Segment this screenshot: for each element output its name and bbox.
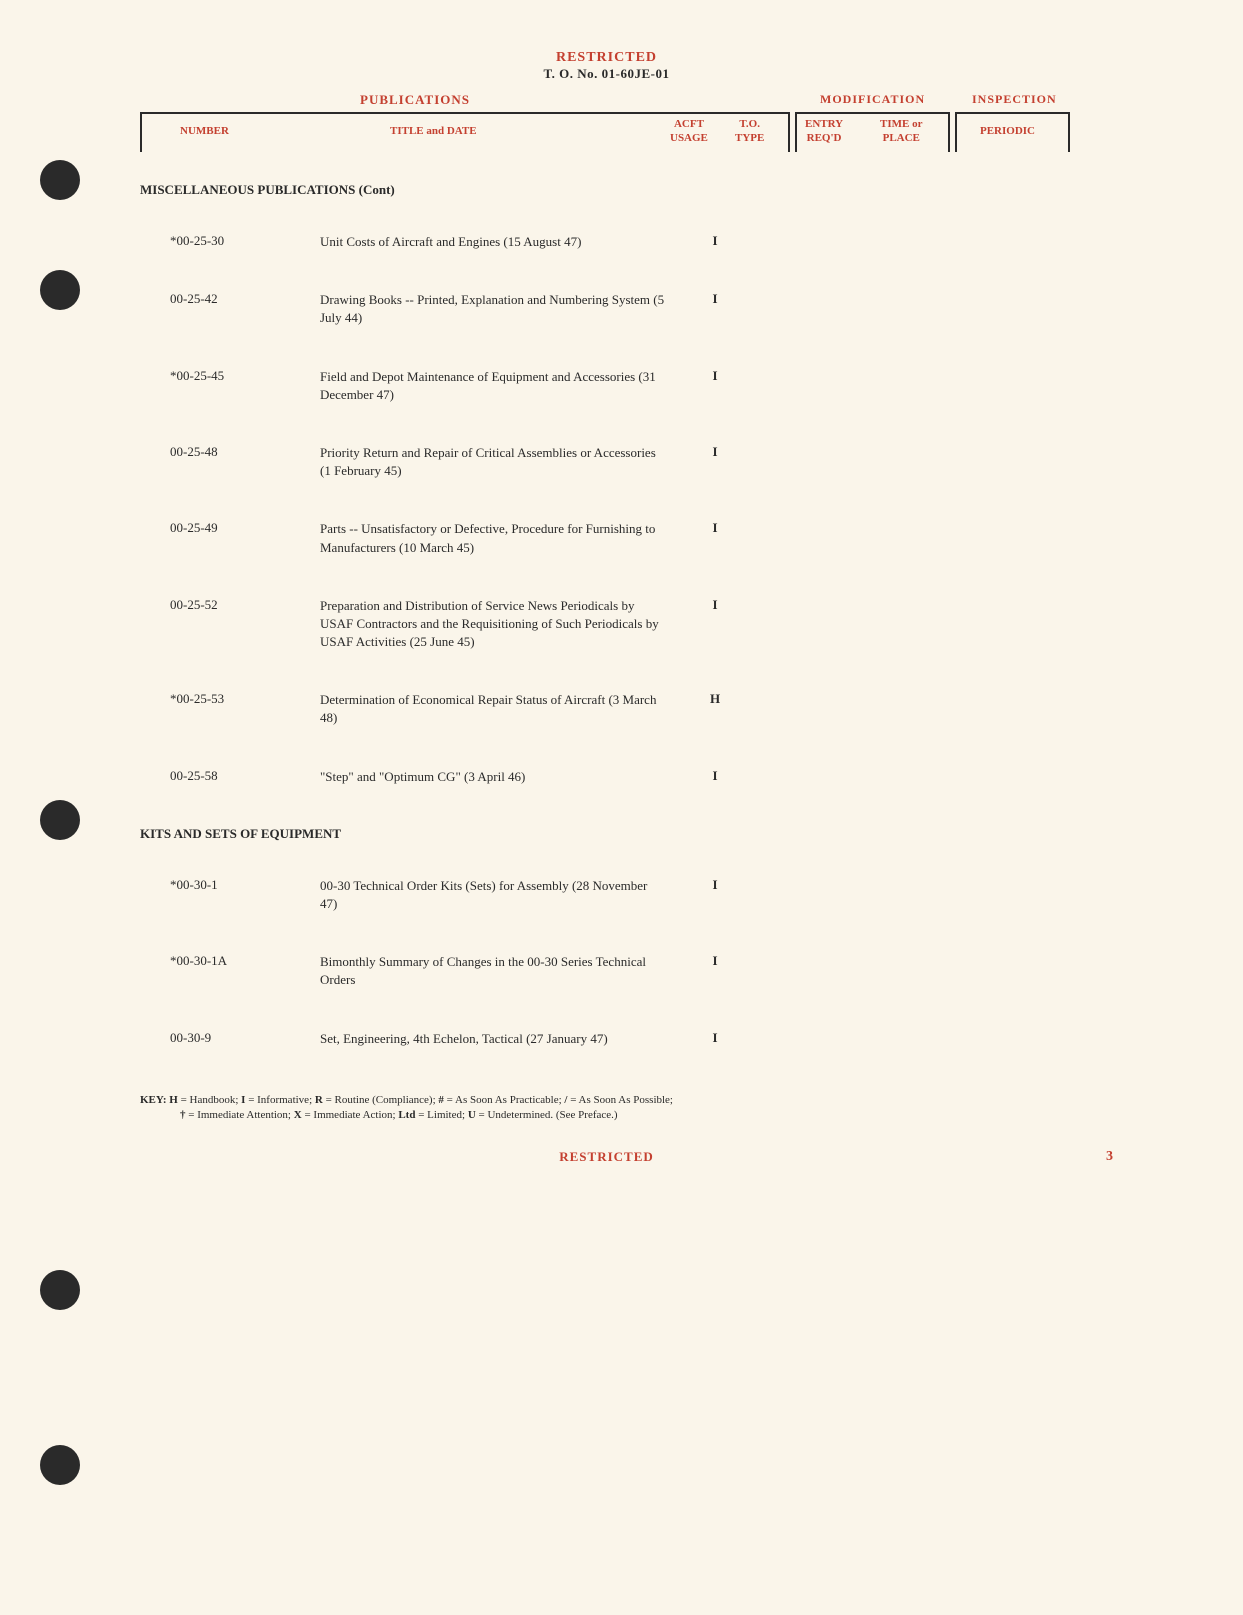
row-title: Determination of Economical Repair Statu… (320, 691, 665, 727)
row-title: Parts -- Unsatisfactory or Defective, Pr… (320, 520, 665, 556)
time-place-header: TIME orPLACE (880, 117, 922, 146)
row-type: I (665, 953, 765, 989)
footer-key-legend: KEY: H = Handbook; I = Informative; R = … (140, 1093, 1173, 1124)
section-header: MISCELLANEOUS PUBLICATIONS (Cont) (140, 182, 1173, 198)
binder-hole (40, 270, 80, 310)
modification-group-label: MODIFICATION (820, 92, 925, 107)
row-title: Field and Depot Maintenance of Equipment… (320, 368, 665, 404)
row-number: *00-30-1A (140, 953, 320, 989)
row-type: I (665, 877, 765, 913)
row-number: *00-30-1 (140, 877, 320, 913)
row-number: 00-30-9 (140, 1030, 320, 1048)
inspection-group-label: INSPECTION (972, 92, 1057, 107)
binder-hole (40, 1270, 80, 1310)
key-line-2: † = Immediate Attention; X = Immediate A… (140, 1108, 1173, 1123)
row-title: Preparation and Distribution of Service … (320, 597, 665, 652)
document-content: MISCELLANEOUS PUBLICATIONS (Cont) *00-25… (140, 182, 1173, 1048)
row-type: I (665, 597, 765, 652)
row-number: 00-25-48 (140, 444, 320, 480)
table-row: 00-25-49 Parts -- Unsatisfactory or Defe… (140, 520, 1173, 556)
table-row: 00-25-42 Drawing Books -- Printed, Expla… (140, 291, 1173, 327)
publications-group-label: PUBLICATIONS (360, 92, 470, 108)
page-number: 3 (1106, 1149, 1113, 1165)
footer-bottom: RESTRICTED 3 (40, 1149, 1173, 1165)
key-line-1: KEY: H = Handbook; I = Informative; R = … (140, 1093, 1173, 1108)
row-title: "Step" and "Optimum CG" (3 April 46) (320, 768, 665, 786)
table-row: *00-30-1 00-30 Technical Order Kits (Set… (140, 877, 1173, 913)
row-number: 00-25-49 (140, 520, 320, 556)
row-title: Priority Return and Repair of Critical A… (320, 444, 665, 480)
row-number: *00-25-45 (140, 368, 320, 404)
row-type: I (665, 768, 765, 786)
row-type: H (665, 691, 765, 727)
table-row: 00-25-52 Preparation and Distribution of… (140, 597, 1173, 652)
section-header: KITS AND SETS OF EQUIPMENT (140, 826, 1173, 842)
binder-hole (40, 800, 80, 840)
section-kits-equipment: KITS AND SETS OF EQUIPMENT *00-30-1 00-3… (140, 826, 1173, 1048)
acft-usage-header: ACFTUSAGE (670, 117, 708, 146)
restricted-label-top: RESTRICTED (40, 50, 1173, 66)
row-type: I (665, 1030, 765, 1048)
to-type-header: T.O.TYPE (735, 117, 764, 146)
row-title: Bimonthly Summary of Changes in the 00-3… (320, 953, 665, 989)
binder-hole (40, 160, 80, 200)
row-number: 00-25-42 (140, 291, 320, 327)
table-row: *00-25-45 Field and Depot Maintenance of… (140, 368, 1173, 404)
periodic-header: PERIODIC (980, 124, 1035, 138)
entry-reqd-header: ENTRYREQ'D (805, 117, 843, 146)
row-number: 00-25-52 (140, 597, 320, 652)
document-header: RESTRICTED T. O. No. 01-60JE-01 (40, 50, 1173, 82)
number-header: NUMBER (180, 124, 229, 138)
table-row: 00-25-48 Priority Return and Repair of C… (140, 444, 1173, 480)
restricted-label-bottom: RESTRICTED (40, 1149, 1173, 1165)
row-number: 00-25-58 (140, 768, 320, 786)
to-number: T. O. No. 01-60JE-01 (40, 66, 1173, 82)
row-type: I (665, 291, 765, 327)
table-row: *00-30-1A Bimonthly Summary of Changes i… (140, 953, 1173, 989)
row-number: *00-25-30 (140, 233, 320, 251)
section-misc-publications: MISCELLANEOUS PUBLICATIONS (Cont) *00-25… (140, 182, 1173, 786)
title-date-header: TITLE and DATE (390, 124, 477, 138)
row-type: I (665, 520, 765, 556)
row-title: Unit Costs of Aircraft and Engines (15 A… (320, 233, 665, 251)
row-number: *00-25-53 (140, 691, 320, 727)
row-type: I (665, 444, 765, 480)
table-row: 00-25-58 "Step" and "Optimum CG" (3 Apri… (140, 768, 1173, 786)
row-type: I (665, 233, 765, 251)
table-row: *00-25-30 Unit Costs of Aircraft and Eng… (140, 233, 1173, 251)
table-header: PUBLICATIONS MODIFICATION INSPECTION NUM… (140, 92, 1163, 132)
row-title: 00-30 Technical Order Kits (Sets) for As… (320, 877, 665, 913)
row-type: I (665, 368, 765, 404)
row-title: Set, Engineering, 4th Echelon, Tactical … (320, 1030, 665, 1048)
row-title: Drawing Books -- Printed, Explanation an… (320, 291, 665, 327)
table-row: *00-25-53 Determination of Economical Re… (140, 691, 1173, 727)
binder-hole (40, 1445, 80, 1485)
table-row: 00-30-9 Set, Engineering, 4th Echelon, T… (140, 1030, 1173, 1048)
